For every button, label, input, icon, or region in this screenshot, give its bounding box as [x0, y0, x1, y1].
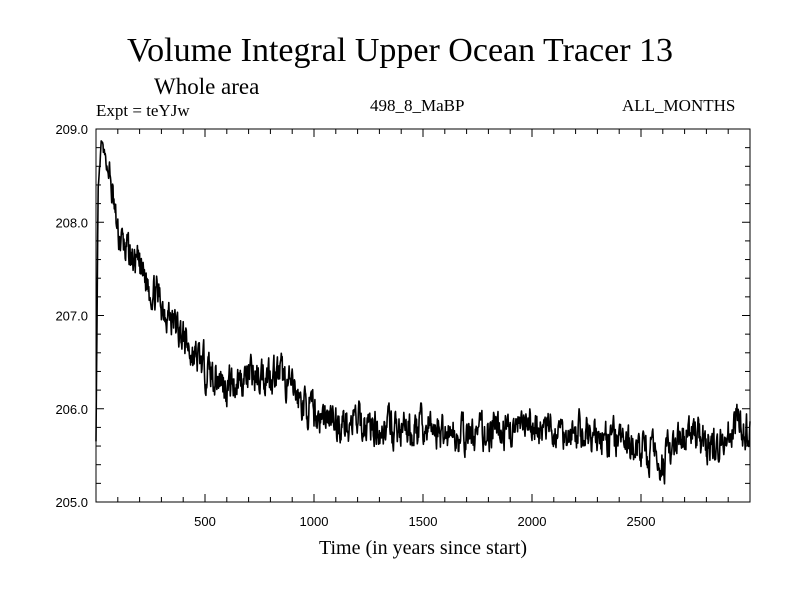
x-tick-label: 2500	[627, 514, 656, 529]
y-tick-label: 205.0	[55, 495, 88, 510]
y-axis: 205.0 206.0 207.0 208.0 209.0	[55, 122, 750, 510]
y-tick-label: 208.0	[55, 215, 88, 230]
series-line	[95, 140, 751, 485]
chart-title: Volume Integral Upper Ocean Tracer 13	[126, 32, 674, 69]
experiment-label: Expt = teYJw	[96, 101, 190, 120]
y-tick-label: 209.0	[55, 122, 88, 137]
x-tick-label: 1500	[409, 514, 438, 529]
y-tick-label: 206.0	[55, 402, 88, 417]
x-axis-label: Time (in years since start)	[319, 537, 527, 559]
series-layer	[95, 140, 751, 485]
period-label: 498_8_MaBP	[370, 96, 465, 115]
x-tick-label: 500	[194, 514, 216, 529]
months-label: ALL_MONTHS	[622, 96, 736, 115]
chart-subtitle: Whole area	[154, 74, 260, 99]
x-tick-label: 1000	[300, 514, 329, 529]
y-tick-label: 207.0	[55, 309, 88, 324]
x-axis: 500 1000 1500 2000 2500	[117, 129, 729, 529]
x-tick-label: 2000	[518, 514, 547, 529]
plot-frame	[95, 128, 751, 503]
